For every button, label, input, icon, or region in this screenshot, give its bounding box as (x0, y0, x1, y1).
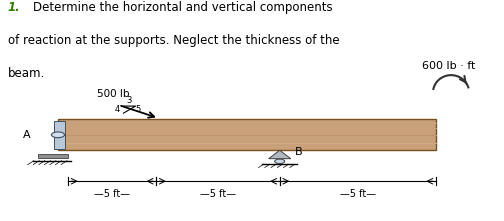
Text: A: A (23, 130, 30, 140)
Polygon shape (269, 150, 291, 159)
Text: 4: 4 (114, 105, 119, 114)
Bar (58, 119, 436, 150)
Circle shape (51, 132, 65, 138)
Text: 3: 3 (127, 95, 132, 105)
Text: Determine the horizontal and vertical components: Determine the horizontal and vertical co… (33, 1, 332, 14)
Bar (54, 121, 65, 149)
Text: 500 lb: 500 lb (97, 90, 130, 99)
Text: 1.: 1. (8, 1, 20, 14)
Bar (38, 154, 68, 158)
Text: beam.: beam. (8, 67, 45, 80)
Text: —5 ft—: —5 ft— (340, 189, 376, 199)
Text: of reaction at the supports. Neglect the thickness of the: of reaction at the supports. Neglect the… (8, 34, 339, 47)
Text: 600 lb · ft: 600 lb · ft (422, 61, 475, 71)
Circle shape (275, 159, 285, 164)
Text: B: B (295, 147, 302, 158)
Text: —5 ft—: —5 ft— (94, 189, 130, 199)
Text: —5 ft—: —5 ft— (200, 189, 236, 199)
Text: 5: 5 (136, 105, 141, 114)
